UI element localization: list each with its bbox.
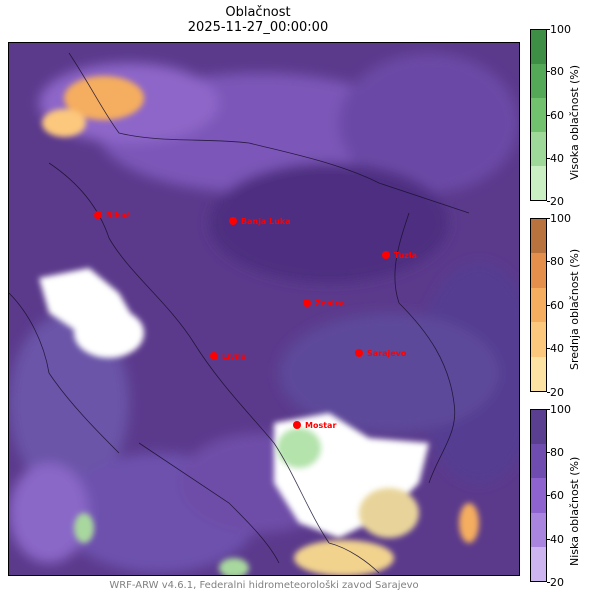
tick: 60 xyxy=(547,299,564,312)
tick: 20 xyxy=(547,576,564,589)
tick: 60 xyxy=(547,109,564,122)
high-cloud-patches xyxy=(74,428,321,575)
map-timestamp: 2025-11-27_00:00:00 xyxy=(187,20,329,35)
map-canvas: Bihać Banja Luka Tuzla Zenica Livno Sara… xyxy=(9,43,519,575)
city-label: Banja Luka xyxy=(241,217,291,226)
tick: 20 xyxy=(547,386,564,399)
city-mostar[interactable]: Mostar xyxy=(293,421,336,430)
low-cloud-colorbar xyxy=(530,409,547,582)
tick: 20 xyxy=(547,195,564,208)
high-cloud-colorbar-label: Visoka oblačnost (%) xyxy=(568,64,581,180)
medium-cloud-colorbar-label: Srednja oblačnost (%) xyxy=(568,248,581,370)
city-banja-luka[interactable]: Banja Luka xyxy=(229,217,291,226)
tick: 80 xyxy=(547,255,564,268)
city-markers: Bihać Banja Luka Tuzla Zenica Livno Sara… xyxy=(94,210,417,430)
tick: 80 xyxy=(547,65,564,78)
city-bihac[interactable]: Bihać xyxy=(94,210,131,220)
city-label: Zenica xyxy=(315,299,345,308)
city-label: Livno xyxy=(222,352,247,361)
city-zenica[interactable]: Zenica xyxy=(303,299,345,308)
tick: 40 xyxy=(547,342,564,355)
cloud-cover-map: Bihać Banja Luka Tuzla Zenica Livno Sara… xyxy=(8,42,520,576)
tick: 100 xyxy=(547,403,571,416)
tick: 40 xyxy=(547,533,564,546)
medium-cloud-colorbar xyxy=(530,218,547,392)
low-cloud-colorbar-label: Niska oblačnost (%) xyxy=(568,456,581,566)
city-label: Bihać xyxy=(106,210,131,220)
city-livno[interactable]: Livno xyxy=(210,352,247,361)
country-borders xyxy=(9,52,470,574)
tick: 60 xyxy=(547,489,564,502)
high-cloud-colorbar xyxy=(530,29,547,201)
tick: 100 xyxy=(547,212,571,225)
city-label: Sarajevo xyxy=(367,349,407,358)
tick: 100 xyxy=(547,23,571,36)
map-title: Oblačnost xyxy=(225,5,291,20)
tick: 80 xyxy=(547,446,564,459)
medium-cloud-patches xyxy=(42,76,479,575)
city-tuzla[interactable]: Tuzla xyxy=(382,251,417,260)
credit-line: WRF-ARW v4.6.1, Federalni hidrometeorolo… xyxy=(109,580,419,591)
city-sarajevo[interactable]: Sarajevo xyxy=(355,349,407,358)
tick: 40 xyxy=(547,152,564,165)
city-label: Mostar xyxy=(305,421,336,430)
city-label: Tuzla xyxy=(394,251,417,260)
